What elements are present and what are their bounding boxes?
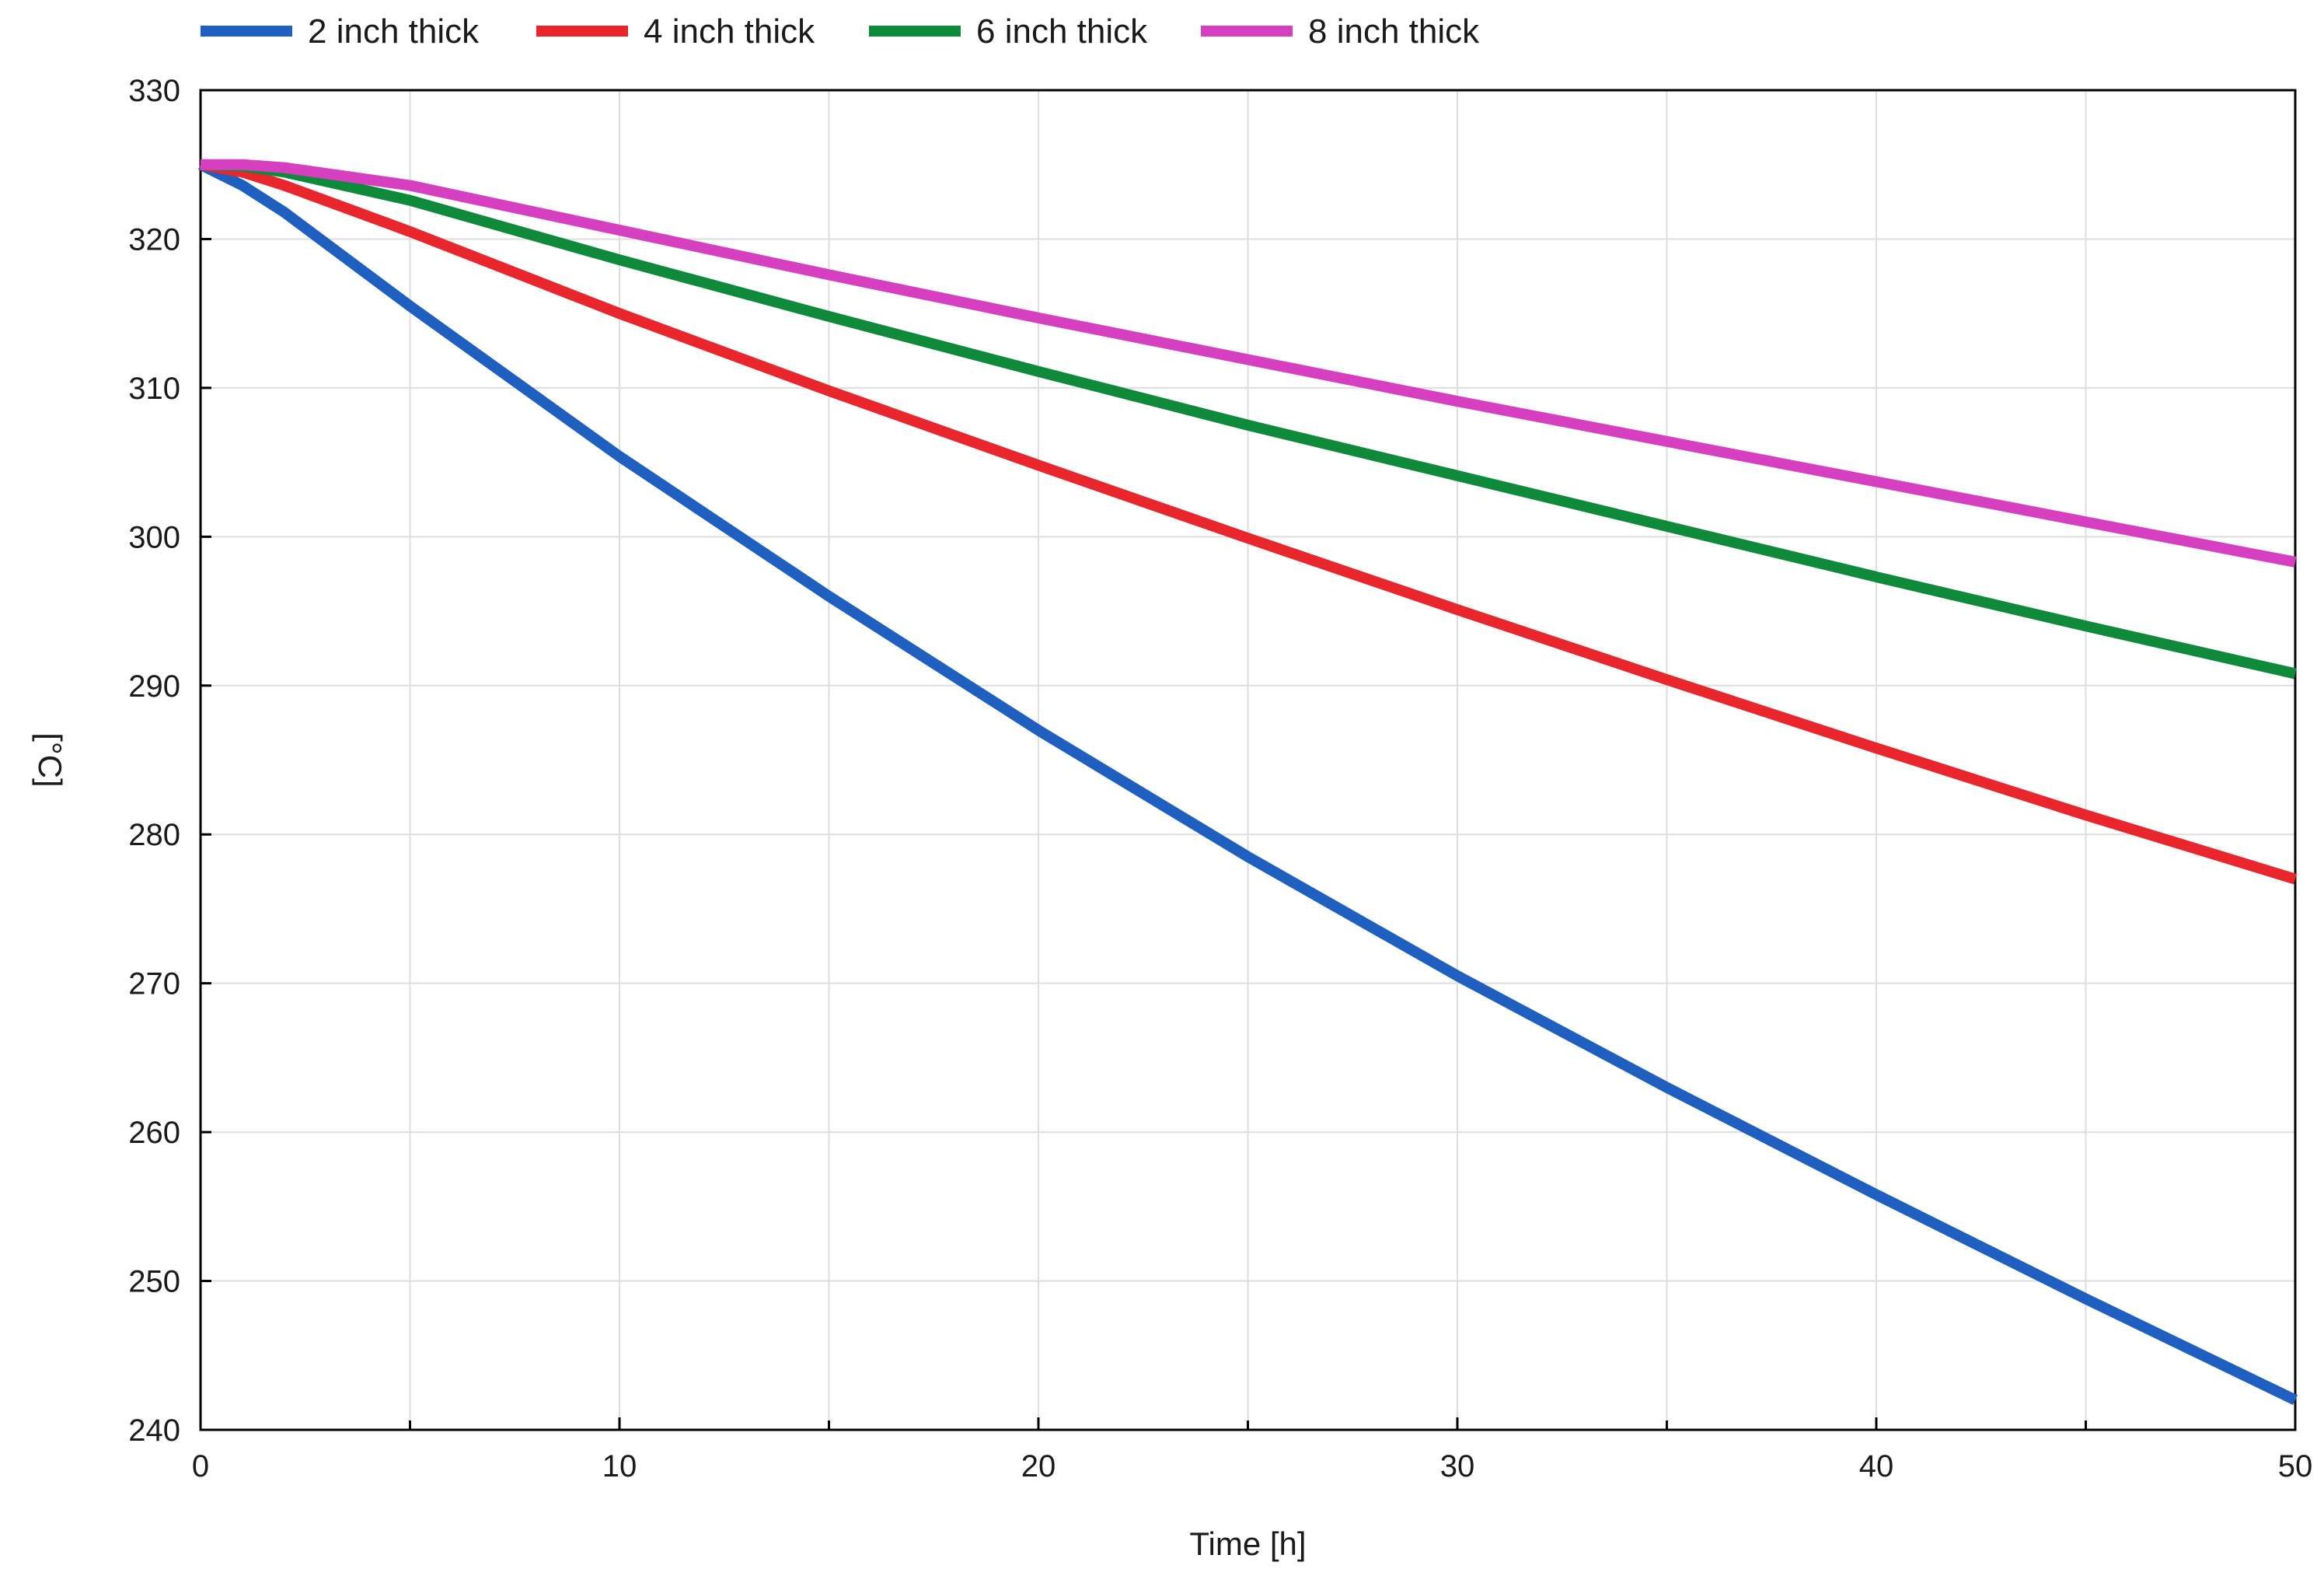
y-tick-label: 320 (128, 222, 180, 257)
series-lines (197, 159, 2298, 1406)
y-tick-label: 290 (128, 669, 180, 704)
y-tick-label: 240 (128, 1414, 180, 1448)
y-tick-label: 270 (128, 967, 180, 1001)
series-line (199, 159, 2298, 885)
legend-label: 8 inch thick (1308, 12, 1480, 51)
x-tick-label: 40 (1859, 1449, 1894, 1483)
y-tick-label: 260 (128, 1116, 180, 1150)
y-axis-title: [°C] (32, 732, 68, 787)
x-tick-label: 20 (1021, 1449, 1056, 1483)
y-tick-label: 310 (128, 372, 180, 406)
grid-lines (201, 90, 2295, 1430)
legend-label: 2 inch thick (308, 12, 480, 51)
legend-label: 6 inch thick (976, 12, 1148, 51)
series-line (201, 159, 2297, 568)
y-tick-label: 250 (128, 1265, 180, 1299)
x-tick-label: 50 (2278, 1449, 2313, 1483)
y-tick-label: 300 (128, 520, 180, 554)
y-tick-label: 330 (128, 74, 180, 108)
tick-labels: 0 10 20 30 40 50 240 250 260 270 280 290 300 310 320 33… (128, 74, 2312, 1483)
y-tick-label: 280 (128, 818, 180, 852)
x-axis-title: Time [h] (1189, 1525, 1306, 1562)
axis-ticks (199, 89, 2297, 1431)
series-line (197, 159, 2298, 1406)
x-tick-label: 30 (1440, 1449, 1475, 1483)
x-tick-label: 0 (192, 1449, 209, 1483)
x-tick-label: 10 (602, 1449, 637, 1483)
legend: 2 inch thick 4 inch thick 6 inch thick 8 in… (201, 12, 1480, 51)
legend-label: 4 inch thick (644, 12, 815, 51)
